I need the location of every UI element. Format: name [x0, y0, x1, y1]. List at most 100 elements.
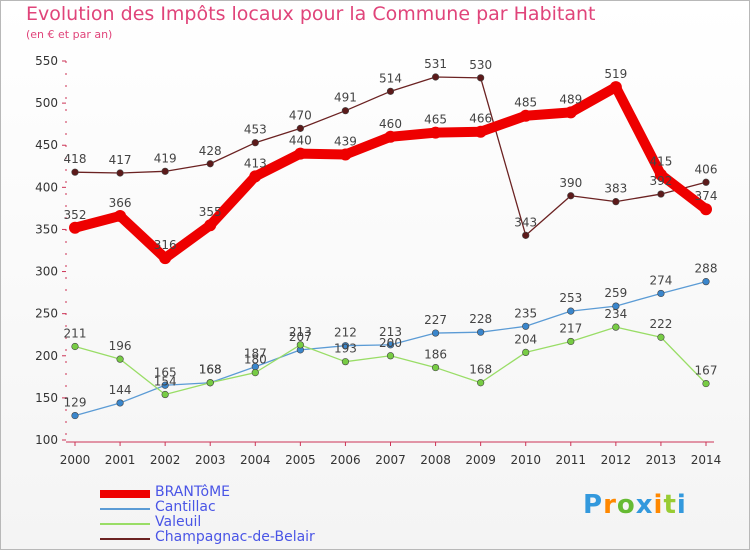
axes: 100 150 200 250 300 350 400 450 500 550 2000 2001 20…: [35, 54, 721, 467]
proxiti-logo: Proxiti: [583, 490, 687, 520]
data-point: [204, 219, 217, 232]
x-tick-label: 2007: [375, 453, 406, 467]
data-label: 259: [604, 286, 627, 300]
data-label: 366: [109, 196, 132, 210]
y-tick-label: 250: [35, 307, 58, 321]
legend-swatch: [100, 490, 150, 498]
data-point: [477, 74, 485, 82]
data-label: 419: [154, 151, 177, 165]
data-point: [702, 178, 710, 186]
data-point: [341, 107, 350, 115]
data-point: [296, 341, 304, 349]
data-point: [116, 399, 124, 407]
data-label: 168: [199, 363, 222, 377]
x-tick-label: 2002: [150, 453, 181, 467]
data-point: [567, 307, 575, 315]
data-point: [249, 170, 262, 183]
data-point: [339, 148, 352, 161]
legend-label: Valeuil: [155, 514, 202, 530]
chart-title: Evolution des Impôts locaux pour la Comm…: [26, 3, 596, 25]
legend-label: BRANTôME: [155, 484, 231, 500]
data-label: 489: [559, 92, 582, 106]
data-label: 235: [514, 306, 537, 320]
series-line-0: [70, 82, 711, 264]
y-tick-label: 300: [35, 265, 58, 279]
data-point: [71, 342, 79, 351]
chart-subtitle: (en € et par an): [26, 28, 113, 41]
data-label: 187: [244, 347, 267, 361]
data-point: [161, 390, 169, 399]
x-tick-label: 2000: [60, 453, 91, 467]
legend-label: Champagnac-de-Belair: [155, 529, 315, 545]
data-label: 213: [289, 325, 312, 339]
y-tick-label: 200: [35, 349, 58, 363]
data-labels: 129 144 165 168 187 207 212 213 227 228 235 253 259 2…: [64, 57, 718, 410]
x-tick-label: 2006: [330, 453, 361, 467]
x-tick-label: 2010: [510, 453, 541, 467]
data-label: 228: [469, 312, 492, 326]
data-point: [294, 147, 307, 160]
data-point: [341, 358, 350, 366]
data-point: [431, 363, 440, 372]
x-tick-label: 2001: [105, 453, 136, 467]
y-tick-label: 500: [35, 96, 58, 110]
x-tick-label: 2008: [420, 453, 451, 467]
y-tick-label: 150: [35, 391, 58, 405]
data-label: 514: [379, 71, 402, 85]
data-point: [522, 348, 530, 357]
data-point: [657, 333, 665, 341]
x-tick-label: 2012: [601, 453, 632, 467]
data-label: 207: [289, 330, 312, 344]
data-label: 453: [244, 123, 267, 137]
data-point: [429, 126, 442, 139]
data-label: 168: [469, 363, 492, 377]
data-label: 200: [379, 336, 402, 350]
legend-swatch: [100, 508, 150, 510]
data-label: 316: [154, 238, 177, 252]
legend-label: Cantillac: [155, 499, 216, 515]
y-tick-label: 400: [35, 180, 58, 194]
data-label: 466: [469, 112, 492, 126]
data-point: [567, 192, 575, 200]
data-label: 234: [604, 307, 627, 321]
data-label: 470: [289, 108, 312, 122]
data-label: 374: [695, 189, 718, 203]
data-point: [654, 168, 667, 181]
data-label: 165: [154, 365, 177, 379]
series-points: [69, 73, 712, 420]
x-tick-label: 2004: [240, 453, 271, 467]
data-label: 355: [199, 205, 222, 219]
data-label: 211: [64, 327, 87, 341]
data-label: 144: [109, 383, 132, 397]
data-point: [612, 198, 620, 206]
data-label: 406: [695, 162, 718, 176]
data-label: 440: [289, 134, 312, 148]
data-point: [384, 130, 397, 143]
data-label: 167: [695, 364, 718, 378]
data-label: 274: [649, 273, 672, 287]
x-tick-label: 2014: [691, 453, 722, 467]
data-label: 465: [424, 113, 447, 127]
data-label: 417: [109, 153, 132, 167]
data-label: 227: [424, 313, 447, 327]
data-point: [71, 168, 79, 176]
data-label: 288: [695, 262, 718, 276]
data-point: [567, 337, 575, 346]
data-label: 222: [649, 317, 672, 331]
data-point: [702, 379, 710, 388]
data-point: [386, 352, 395, 360]
data-label: 217: [559, 321, 582, 335]
data-point: [477, 328, 485, 336]
data-label: 383: [604, 182, 627, 196]
data-label: 413: [244, 156, 267, 170]
data-label: 392: [649, 174, 672, 188]
data-label: 253: [559, 291, 582, 305]
data-point: [657, 289, 665, 298]
data-point: [341, 342, 350, 350]
data-label: 418: [64, 152, 87, 166]
data-label: 491: [334, 91, 357, 105]
data-point: [612, 302, 620, 310]
x-tick-label: 2011: [556, 453, 587, 467]
